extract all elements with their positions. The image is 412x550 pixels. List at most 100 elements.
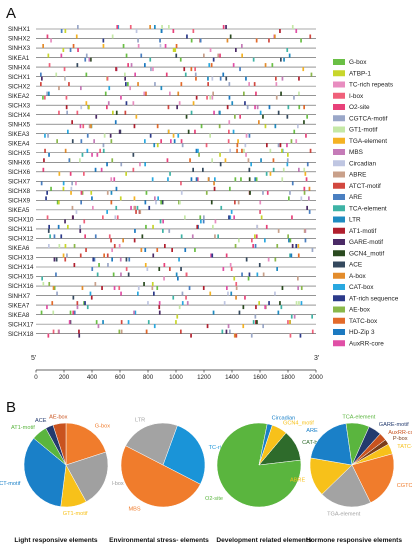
slice-label: TATC-box [397,444,412,450]
cis-element-mark [124,72,126,77]
cis-element-mark [235,333,238,338]
cis-element-mark [42,95,44,100]
cis-element-mark [200,219,202,224]
slice-label: MBS [128,507,140,513]
cis-element-mark [266,143,268,148]
cis-element-mark [127,63,129,68]
cis-element-mark [260,215,263,220]
cis-element-mark [187,129,190,134]
cis-element-mark [180,82,183,87]
cis-element-mark [230,291,233,296]
cis-element-mark [60,234,63,239]
cis-element-mark [43,158,45,163]
cis-element-mark [194,248,196,252]
cis-element-mark [287,105,290,110]
cis-element-mark [102,215,104,220]
cis-element-mark [60,29,63,33]
cis-element-mark [106,253,109,258]
cis-element-mark [144,248,147,252]
cis-element-mark [214,219,217,224]
gene-label: SlCHX10 [8,217,34,224]
cis-element-mark [289,320,291,325]
cis-element-mark [264,238,266,243]
cis-element-mark [246,105,249,110]
cis-element-mark [64,148,67,153]
cis-element-mark [290,139,293,144]
cis-element-mark [213,186,216,191]
cis-element-mark [250,162,252,167]
cis-element-mark [147,301,149,306]
cis-element-mark [47,53,50,58]
gene-label: SlCHX5 [8,150,31,157]
cis-element-mark [234,200,236,205]
cis-element-mark [69,310,72,315]
cis-element-mark [272,167,275,172]
panel-a-letter: A [6,5,16,22]
cis-element-mark [227,324,230,329]
cis-element-mark [154,82,156,87]
cis-element-mark [238,310,241,315]
cis-element-mark [239,67,241,72]
axis-tick-label: 1800 [281,374,295,381]
axis-tick-label: 600 [115,374,126,381]
cis-element-mark [262,272,265,277]
cis-element-mark [289,238,292,243]
cis-element-mark [58,110,60,115]
legend-label: GCN4_motif [349,250,384,257]
cis-element-mark [268,38,270,43]
cis-element-mark [47,228,50,233]
cis-element-mark [42,167,45,172]
cis-element-mark [226,105,229,110]
cis-element-mark [117,25,120,29]
legend-label: MBS [349,149,363,156]
cis-element-mark [189,158,191,163]
cis-element-mark [286,162,289,167]
cis-element-mark [280,57,282,62]
gene-label: SlCHX13 [8,255,34,262]
cis-element-mark [213,110,215,115]
cis-element-mark [134,72,136,77]
cis-element-mark [79,124,82,129]
cis-element-mark [265,171,268,176]
cis-element-mark [102,38,105,43]
cis-element-mark [75,34,78,39]
cis-element-mark [206,324,209,329]
cis-element-mark [156,248,159,252]
cis-element-mark [91,152,93,157]
cis-element-mark [53,257,56,262]
cis-element-mark [78,333,81,338]
cis-element-mark [192,101,195,106]
cis-element-mark [106,76,109,81]
cis-element-mark [254,314,257,319]
cis-element-mark [109,133,112,138]
cis-element-mark [248,82,250,87]
cis-element-mark [229,148,231,153]
cis-element-mark [217,53,220,58]
cis-element-mark [115,186,118,191]
cis-element-mark [203,215,205,220]
legend-swatch [333,194,345,200]
cis-element-mark [135,29,138,33]
cis-element-mark [217,234,219,239]
legend-label: TCA-element [349,205,387,212]
cis-element-mark [118,286,121,290]
cis-element-mark [162,219,164,224]
gene-label: SlKEA1 [8,55,30,62]
legend-label: LTR [349,217,361,224]
cis-element-mark [239,114,241,119]
cis-element-mark [256,320,258,325]
cis-element-mark [107,263,109,267]
cis-element-mark [158,267,161,271]
legend-label: O2-site [349,104,370,111]
cis-element-mark [298,167,300,172]
cis-element-mark [127,272,130,277]
cis-element-mark [49,234,51,239]
cis-element-mark [152,253,155,258]
cis-element-mark [165,72,168,77]
cis-element-mark [42,44,44,48]
cis-element-mark [132,152,135,157]
cis-element-mark [175,44,178,48]
cis-element-mark [46,305,48,310]
